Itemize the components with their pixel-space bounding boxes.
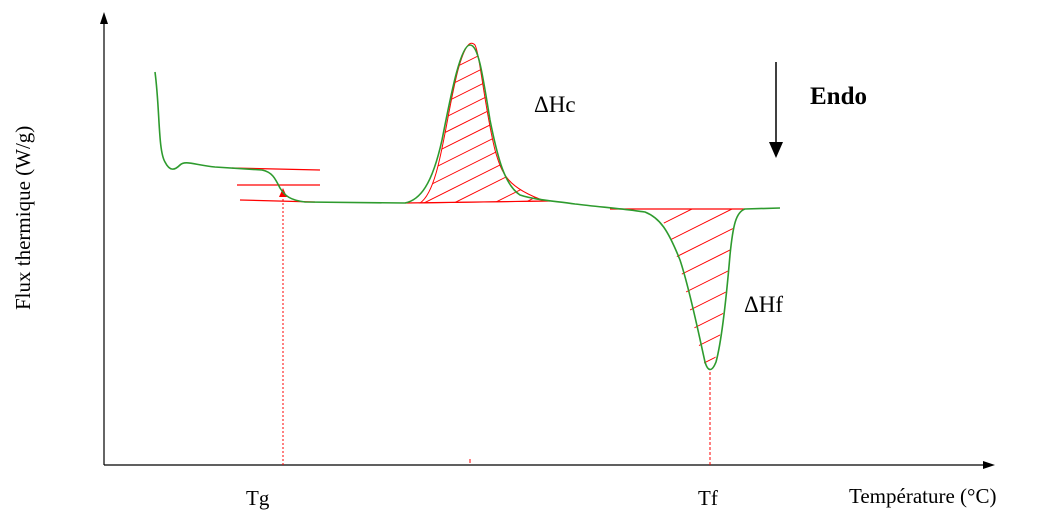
hatch-hf bbox=[655, 209, 740, 372]
y-axis-label: Flux thermique (W/g) bbox=[11, 126, 35, 310]
x-axis-arrow-icon bbox=[983, 461, 995, 469]
baseline-hc bbox=[404, 200, 551, 204]
hatch-hc bbox=[420, 43, 545, 203]
annotation-endo: Endo bbox=[810, 83, 867, 110]
tg-construction bbox=[231, 167, 321, 203]
x-tick-tf: Tf bbox=[698, 486, 718, 510]
area-hc-outline bbox=[418, 42, 546, 204]
annotation-dhf: ΔHf bbox=[744, 292, 783, 317]
annotation-dhc: ΔHc bbox=[534, 92, 576, 117]
endo-arrow-icon bbox=[769, 142, 783, 158]
x-tick-tg: Tg bbox=[246, 486, 270, 510]
y-axis-arrow-icon bbox=[100, 12, 108, 24]
dsc-curve bbox=[154, 44, 781, 371]
x-axis-label: Température (°C) bbox=[849, 484, 996, 508]
